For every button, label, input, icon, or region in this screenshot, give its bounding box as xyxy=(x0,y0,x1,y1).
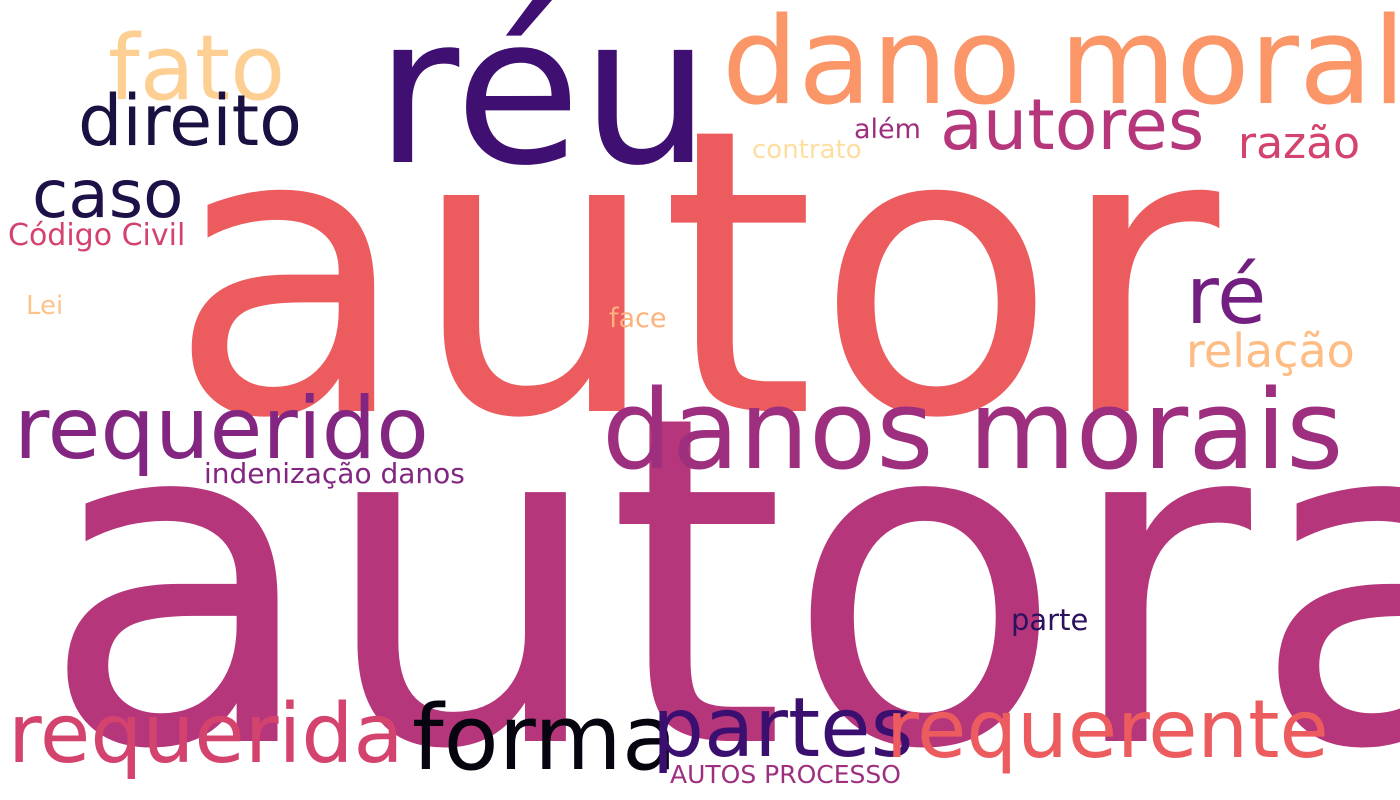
word-autores: autores xyxy=(940,84,1205,166)
word-parte: parte xyxy=(1011,603,1089,637)
word-alem: além xyxy=(854,114,921,145)
word-autor: autor xyxy=(168,45,1220,505)
word-codigo-civil: Código Civil xyxy=(8,218,186,253)
word-requerida: requerida xyxy=(8,687,404,782)
word-partes: partes xyxy=(652,681,914,776)
word-razao: razão xyxy=(1238,118,1361,169)
word-caso: caso xyxy=(32,156,184,233)
word-dano-moral: dano moral xyxy=(722,0,1400,132)
word-requerido: requerido xyxy=(14,379,429,479)
word-direito: direito xyxy=(78,80,302,162)
word-re: ré xyxy=(1186,249,1267,342)
word-reu: réu xyxy=(375,0,711,211)
word-requerente: requerente xyxy=(886,683,1329,776)
word-forma: forma xyxy=(412,686,677,791)
word-autora: autora xyxy=(40,320,1400,800)
word-contrato: contrato xyxy=(752,135,862,165)
word-indenizacao-danos: indenização danos xyxy=(204,457,465,490)
word-danos-morais: danos morais xyxy=(602,366,1344,494)
word-autos-processo: AUTOS PROCESSO xyxy=(670,760,901,789)
word-relacao: relação xyxy=(1186,324,1355,378)
word-lei: Lei xyxy=(26,291,64,321)
word-fato: fato xyxy=(108,16,286,121)
word-face: face xyxy=(609,303,667,334)
